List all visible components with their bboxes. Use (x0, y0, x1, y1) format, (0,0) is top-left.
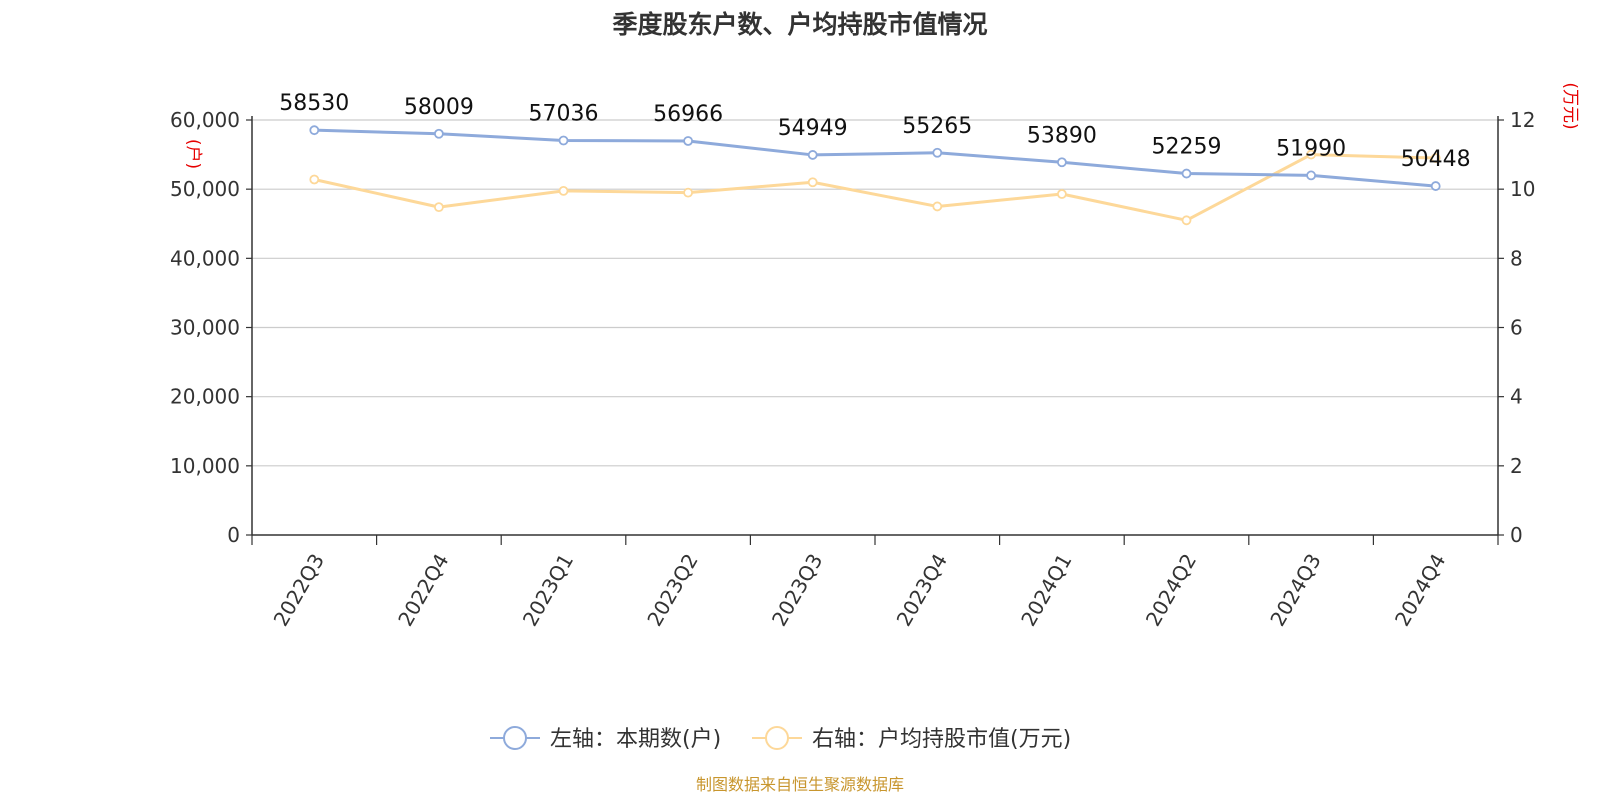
left-tick-label: 30,000 (170, 316, 240, 340)
label-layer: 58530 58009 57036 56966 54949 55265 53890 52259… (279, 91, 1470, 172)
left-axis-unit: (户) (183, 139, 203, 169)
x-tick-label: 2023Q3 (767, 550, 827, 631)
series-point-2 (807, 177, 818, 188)
x-tick-label: 2023Q2 (642, 550, 702, 631)
data-label: 54949 (778, 116, 848, 141)
legend-label: 左轴：本期数(户) (550, 727, 721, 752)
right-tick-label: 12 (1510, 108, 1535, 132)
series-point-2 (433, 202, 444, 213)
x-tick-label: 2024Q4 (1390, 550, 1450, 631)
series-point-2 (1181, 215, 1192, 226)
legend-label: 右轴：户均持股市值(万元) (812, 727, 1071, 752)
legend-marker (765, 726, 789, 750)
x-tick-label: 2022Q3 (269, 550, 329, 631)
left-tick-label: 40,000 (170, 246, 240, 270)
series-point-1 (1181, 168, 1192, 179)
series-point-1 (558, 135, 569, 146)
x-tick-label: 2023Q4 (892, 550, 952, 631)
series-point-1 (1430, 181, 1441, 191)
data-label: 57036 (529, 102, 599, 127)
right-tick-label: 0 (1510, 523, 1523, 547)
series-point-1 (433, 128, 444, 139)
left-tick-label: 0 (227, 523, 240, 547)
data-label: 58530 (279, 91, 349, 116)
source-note: 制图数据来自恒生聚源数据库 (696, 775, 904, 794)
series-point-1 (932, 147, 943, 158)
grid-layer (252, 119, 1498, 467)
right-tick-label: 6 (1510, 316, 1523, 340)
legend-item-2[interactable]: 右轴：户均持股市值(万元) (752, 726, 1071, 752)
legend-marker (503, 726, 527, 750)
series-point-2 (1057, 189, 1067, 199)
data-label: 53890 (1027, 123, 1097, 148)
data-label: 58009 (404, 95, 474, 120)
right-axis-unit: (万元) (1560, 82, 1580, 129)
series-point-1 (807, 150, 818, 160)
left-tick-label: 20,000 (170, 385, 240, 409)
x-tick-label: 2024Q1 (1016, 550, 1076, 631)
right-tick-label: 2 (1510, 454, 1523, 478)
series-point-1 (309, 125, 320, 136)
series-point-2 (1306, 149, 1316, 160)
x-tick-label: 2022Q4 (393, 550, 453, 631)
x-tick-label: 2024Q3 (1265, 550, 1325, 631)
series-line-1 (314, 128, 1436, 188)
legend-item-1[interactable]: 左轴：本期数(户) (490, 726, 721, 752)
series-point-1 (1057, 157, 1067, 168)
series-point-2 (309, 174, 320, 185)
series-line-2 (313, 153, 1436, 222)
series-point-1 (683, 136, 693, 146)
axis-layer: 0 10,000 20,000 30,000 40,000 50,000 60,000 0 2 4… (170, 108, 1535, 630)
right-tick-label: 4 (1510, 385, 1523, 409)
left-tick-label: 50,000 (170, 177, 240, 201)
left-tick-label: 10,000 (170, 454, 240, 478)
data-label: 52259 (1152, 135, 1222, 160)
series-point-2 (683, 187, 693, 198)
series-point-1 (1306, 170, 1316, 181)
data-label: 56966 (653, 102, 723, 127)
x-tick-label: 2023Q1 (518, 550, 578, 631)
right-tick-label: 10 (1510, 177, 1535, 201)
x-tick-label: 2024Q2 (1141, 550, 1201, 631)
series-layer (309, 125, 1441, 226)
data-label: 51990 (1276, 136, 1346, 161)
right-tick-label: 8 (1510, 246, 1523, 270)
series-point-2 (1430, 153, 1441, 163)
series-point-2 (558, 185, 569, 196)
legend[interactable]: 左轴：本期数(户) 右轴：户均持股市值(万元) (490, 726, 1071, 752)
data-label: 55265 (902, 114, 972, 139)
data-label: 50448 (1401, 147, 1471, 172)
left-tick-label: 60,000 (170, 108, 240, 132)
series-point-2 (932, 201, 943, 212)
chart-title: 季度股东户数、户均持股市值情况 (612, 10, 987, 39)
